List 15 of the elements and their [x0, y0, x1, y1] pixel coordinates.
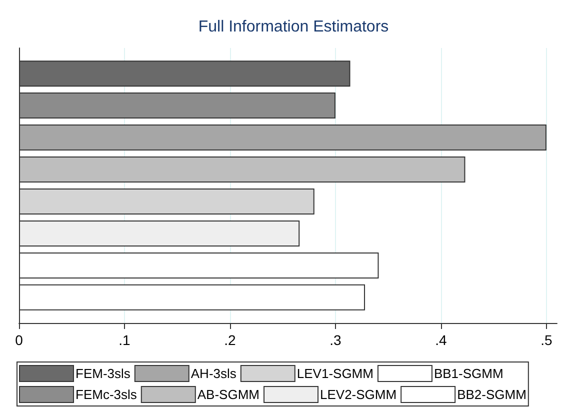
legend-label: AB-SGMM: [197, 387, 260, 402]
x-tick-label: .3: [330, 332, 342, 348]
x-tick-label: .2: [224, 332, 236, 348]
legend-label: LEV2-SGMM: [320, 387, 397, 402]
legend-label: LEV1-SGMM: [296, 366, 374, 381]
legend-label: AH-3sls: [190, 366, 237, 381]
legend-label: FEMc-3sls: [76, 387, 138, 402]
chart-title: Full Information Estimators: [198, 18, 389, 36]
x-tick-label: .1: [118, 332, 131, 348]
x-tick-label: .5: [540, 332, 552, 348]
legend-label: FEM-3sls: [76, 366, 131, 381]
x-tick-label: .4: [435, 332, 448, 348]
legend-label: BB1-SGMM: [434, 366, 504, 381]
x-tick-label: 0: [15, 332, 24, 348]
legend-label: BB2-SGMM: [457, 387, 526, 402]
